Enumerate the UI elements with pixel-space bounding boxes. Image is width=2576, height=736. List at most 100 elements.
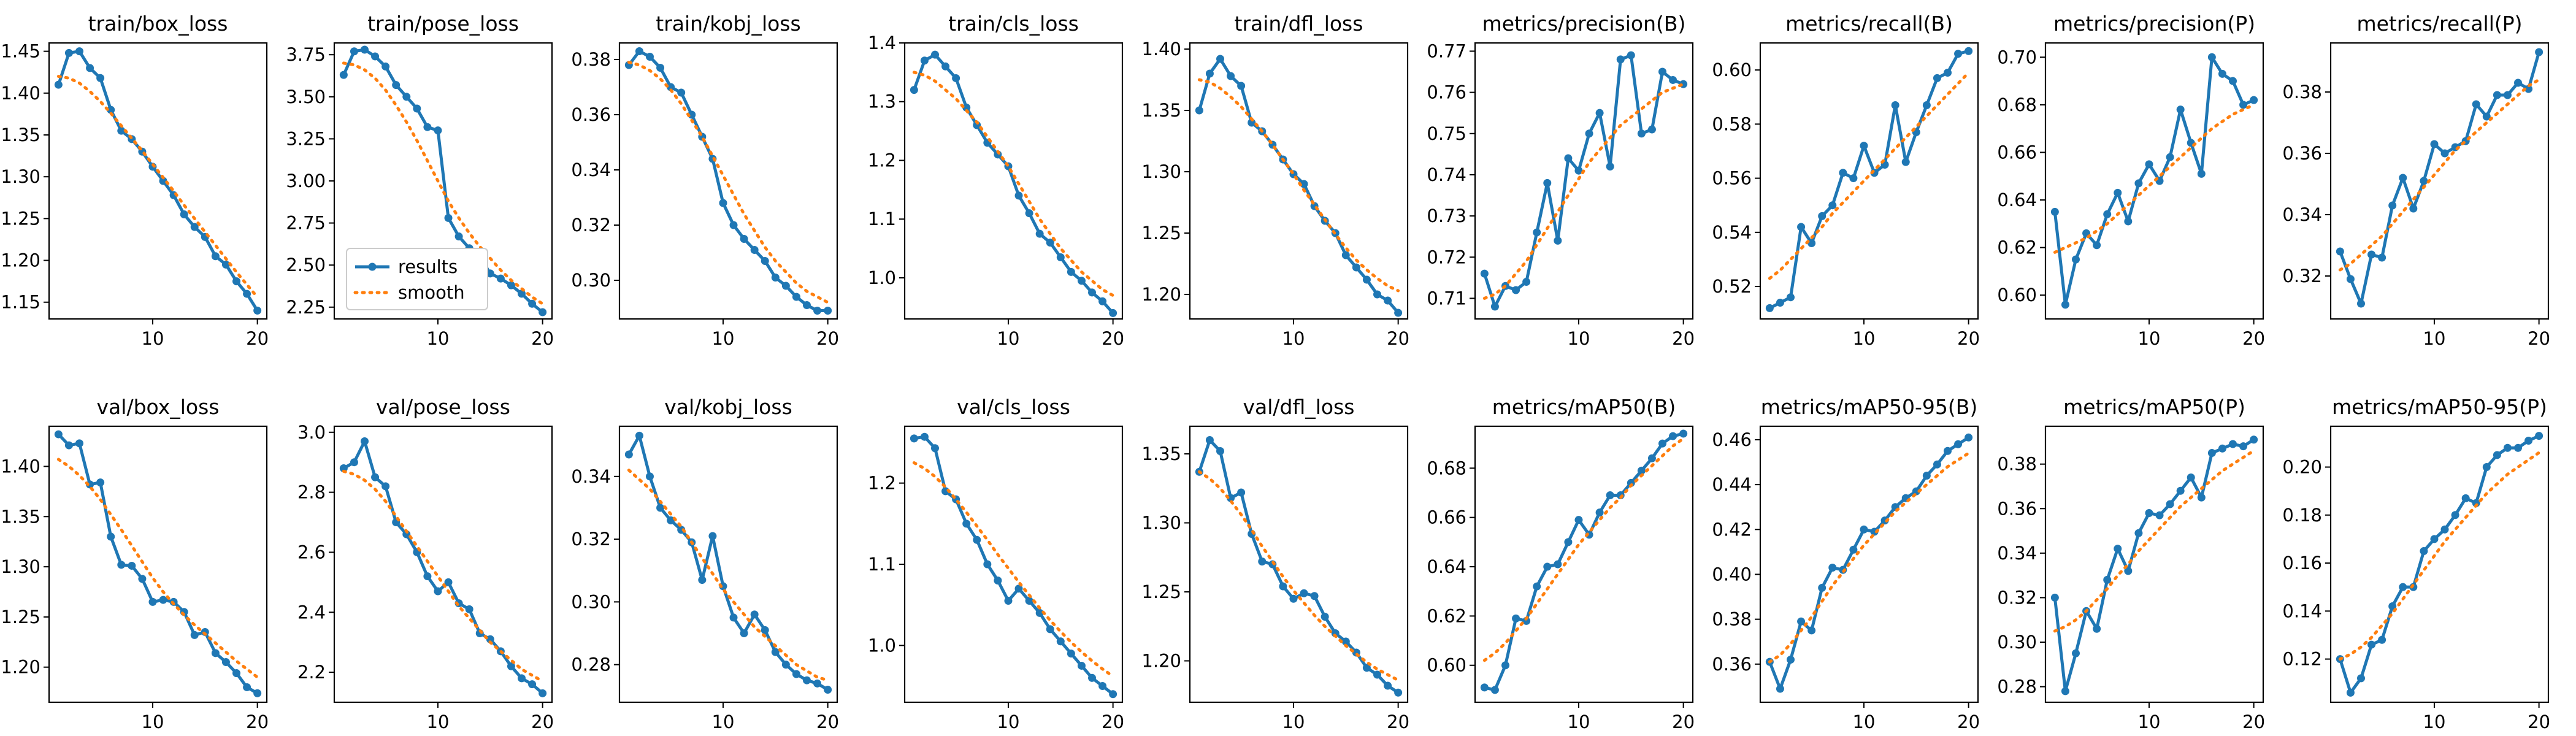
chart-panel-15: metrics/mAP50(B) 0.60 0.62 0.64 0.66 0.68 10 20 (1427, 395, 1695, 732)
results-point (2503, 91, 2512, 99)
results-point (2367, 640, 2376, 649)
results-point (381, 62, 390, 71)
x-tick-label: 10 (1282, 711, 1305, 732)
y-tick-label: 0.60 (1712, 59, 1752, 80)
results-point (232, 277, 241, 286)
results-point (2493, 91, 2501, 99)
results-point (761, 626, 769, 634)
results-point (983, 560, 992, 569)
results-point (2514, 79, 2523, 87)
y-tick-label: 1.30 (1, 166, 40, 187)
x-tick-label: 20 (2242, 711, 2265, 732)
y-tick-label: 0.68 (1997, 94, 2037, 115)
y-tick-label: 0.40 (1712, 564, 1752, 585)
y-tick-label: 2.25 (286, 297, 326, 318)
results-series-line (913, 435, 1114, 696)
x-tick-label: 10 (1853, 328, 1876, 349)
chart-title: metrics/mAP50(P) (2063, 395, 2245, 419)
results-point (1818, 583, 1827, 592)
results-point (486, 635, 494, 643)
results-point (1564, 154, 1573, 163)
results-point (339, 71, 348, 79)
results-point (1922, 471, 1931, 480)
y-tick-label: 0.62 (1997, 237, 2037, 258)
chart-title: metrics/precision(P) (2053, 12, 2255, 36)
results-point (1195, 106, 1203, 115)
results-point (994, 576, 1002, 585)
y-tick-label: 0.34 (571, 159, 611, 180)
results-point (645, 472, 654, 481)
results-point (2229, 77, 2237, 85)
y-tick-label: 1.20 (1141, 284, 1181, 305)
results-point (2124, 217, 2133, 226)
chart-title: val/kobj_loss (664, 395, 792, 419)
results-point (2250, 435, 2258, 444)
results-point (1362, 664, 1371, 672)
y-tick-label: 1.40 (1, 83, 40, 104)
results-point (708, 532, 717, 540)
results-point (86, 64, 94, 72)
results-point (180, 210, 188, 219)
results-point (2218, 69, 2226, 78)
y-tick-label: 1.25 (1, 208, 40, 229)
results-point (2197, 493, 2206, 502)
results-point (2356, 299, 2365, 308)
results-point (1490, 302, 1499, 311)
results-point (1088, 673, 1097, 682)
x-tick-label: 20 (1672, 328, 1695, 349)
results-point (2050, 593, 2059, 602)
results-point (528, 299, 537, 308)
results-point (539, 308, 547, 316)
results-point (1606, 162, 1614, 171)
chart-panel-4: train/cls_loss 1.0 1.1 1.2 1.3 1.4 10 20 (868, 12, 1124, 349)
results-point (2388, 201, 2397, 210)
results-point (2103, 575, 2112, 584)
x-tick-label: 20 (2528, 711, 2550, 732)
axes-frame (1759, 42, 1979, 320)
smooth-series-line (912, 461, 1115, 678)
results-point (2207, 53, 2216, 61)
x-tick-label: 10 (142, 328, 164, 349)
results-point (2524, 436, 2533, 445)
axes-frame (1474, 425, 1694, 703)
smooth-series-line (1482, 82, 1685, 300)
results-point (1480, 269, 1489, 278)
y-tick-label: 1.35 (1141, 100, 1181, 121)
results-point (1543, 562, 1552, 571)
y-tick-label: 0.32 (2282, 266, 2322, 286)
smooth-series-line (627, 469, 830, 682)
axes-frame (333, 425, 553, 703)
x-tick-label: 10 (2138, 328, 2161, 349)
results-point (750, 610, 759, 619)
results-point (2461, 494, 2470, 502)
y-tick-label: 1.2 (868, 150, 896, 171)
results-point (138, 575, 147, 583)
results-point (1944, 447, 1952, 455)
y-tick-label: 0.38 (1997, 454, 2037, 475)
x-tick-label: 20 (2528, 328, 2550, 349)
results-point (1564, 538, 1573, 546)
results-point (64, 48, 73, 57)
results-point (1341, 251, 1350, 259)
results-point (1595, 109, 1604, 117)
results-point (1056, 637, 1065, 646)
chart-panel-7: metrics/recall(B) 0.52 0.54 0.56 0.58 0.60 10 2… (1712, 12, 1980, 349)
results-point (1818, 212, 1827, 220)
results-point (1574, 516, 1583, 524)
smooth-series-line (2053, 449, 2256, 633)
x-tick-label: 20 (1102, 711, 1124, 732)
results-point (1606, 491, 1614, 499)
results-point (729, 613, 738, 622)
results-point (350, 47, 358, 56)
x-tick-label: 10 (997, 328, 1020, 349)
results-point (813, 679, 822, 688)
results-point (243, 289, 251, 298)
results-point (1300, 180, 1308, 188)
results-point (1216, 55, 1224, 63)
results-point (803, 676, 811, 684)
results-point (1035, 229, 1044, 238)
results-point (159, 177, 167, 185)
results-point (740, 629, 748, 637)
y-tick-label: 0.68 (1427, 458, 1466, 478)
